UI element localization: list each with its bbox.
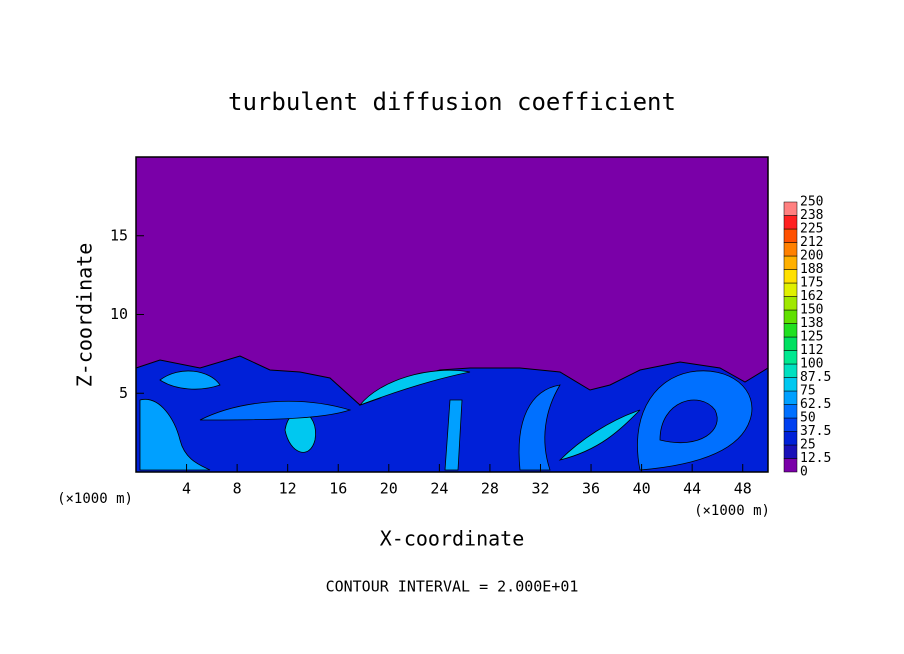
colorbar-label: 150	[800, 303, 823, 318]
colorbar-label: 112	[800, 343, 823, 358]
x-tick-label: 48	[734, 480, 752, 498]
colorbar-label: 25	[800, 438, 816, 453]
colorbar-box	[783, 444, 798, 459]
colorbar-box	[783, 377, 798, 392]
colorbar-box	[783, 390, 798, 405]
colorbar-box	[783, 350, 798, 365]
colorbar-box	[783, 255, 798, 270]
x-axis-label: X-coordinate	[380, 527, 525, 551]
x-tick-label: 16	[329, 480, 347, 498]
y-tick-label: 10	[110, 305, 128, 323]
x-tick-label: 32	[531, 480, 549, 498]
field-region	[199, 400, 352, 421]
colorbar-box	[783, 404, 798, 419]
x-tick-label: 8	[233, 480, 242, 498]
x-unit-right: (×1000 m)	[694, 503, 770, 519]
field-region	[659, 399, 718, 444]
x-unit-left: (×1000 m)	[57, 491, 133, 507]
colorbar-box	[783, 269, 798, 284]
x-tick-label: 24	[430, 480, 448, 498]
colorbar-label: 238	[800, 208, 823, 223]
chart-title: turbulent diffusion coefficient	[228, 88, 676, 116]
field-region	[444, 399, 463, 471]
colorbar-label: 188	[800, 262, 823, 277]
colorbar-label: 250	[800, 195, 823, 210]
colorbar-box	[783, 417, 798, 432]
colorbar-label: 162	[800, 289, 823, 304]
colorbar-box	[783, 336, 798, 351]
x-tick-label: 4	[182, 480, 191, 498]
colorbar-box	[783, 228, 798, 243]
colorbar-box	[783, 242, 798, 257]
colorbar-label: 37.5	[800, 424, 831, 439]
x-tick-label: 12	[279, 480, 297, 498]
colorbar-box	[783, 363, 798, 378]
colorbar-label: 0	[800, 465, 808, 480]
colorbar-label: 50	[800, 411, 816, 426]
colorbar-box	[783, 215, 798, 230]
field-region	[558, 409, 641, 461]
field-region	[358, 369, 471, 406]
y-tick-label: 15	[110, 226, 128, 244]
x-tick-label: 40	[633, 480, 651, 498]
colorbar-label: 87.5	[800, 370, 831, 385]
field-region	[139, 398, 211, 471]
colorbar-label: 62.5	[800, 397, 831, 412]
colorbar-box	[783, 431, 798, 446]
field-region	[159, 370, 221, 390]
colorbar-label: 75	[800, 384, 816, 399]
colorbar-label: 125	[800, 330, 823, 345]
colorbar-label: 212	[800, 235, 823, 250]
colorbar-label: 100	[800, 357, 823, 372]
colorbar-label: 138	[800, 316, 823, 331]
colorbar-label: 200	[800, 249, 823, 264]
colorbar-box	[783, 296, 798, 311]
colorbar-label: 175	[800, 276, 823, 291]
contour-interval: CONTOUR INTERVAL = 2.000E+01	[326, 578, 579, 596]
colorbar-box	[783, 323, 798, 338]
y-axis-label: Z-coordinate	[73, 243, 97, 388]
colorbar-box	[783, 458, 798, 473]
colorbar-box	[783, 201, 798, 216]
colorbar-label: 225	[800, 222, 823, 237]
x-tick-label: 20	[380, 480, 398, 498]
x-tick-label: 36	[582, 480, 600, 498]
field-region	[518, 384, 561, 471]
y-tick-label: 5	[119, 384, 128, 402]
x-tick-label: 44	[683, 480, 701, 498]
colorbar-box	[783, 309, 798, 324]
colorbar-box	[783, 282, 798, 297]
x-tick-label: 28	[481, 480, 499, 498]
colorbar-label: 12.5	[800, 451, 831, 466]
